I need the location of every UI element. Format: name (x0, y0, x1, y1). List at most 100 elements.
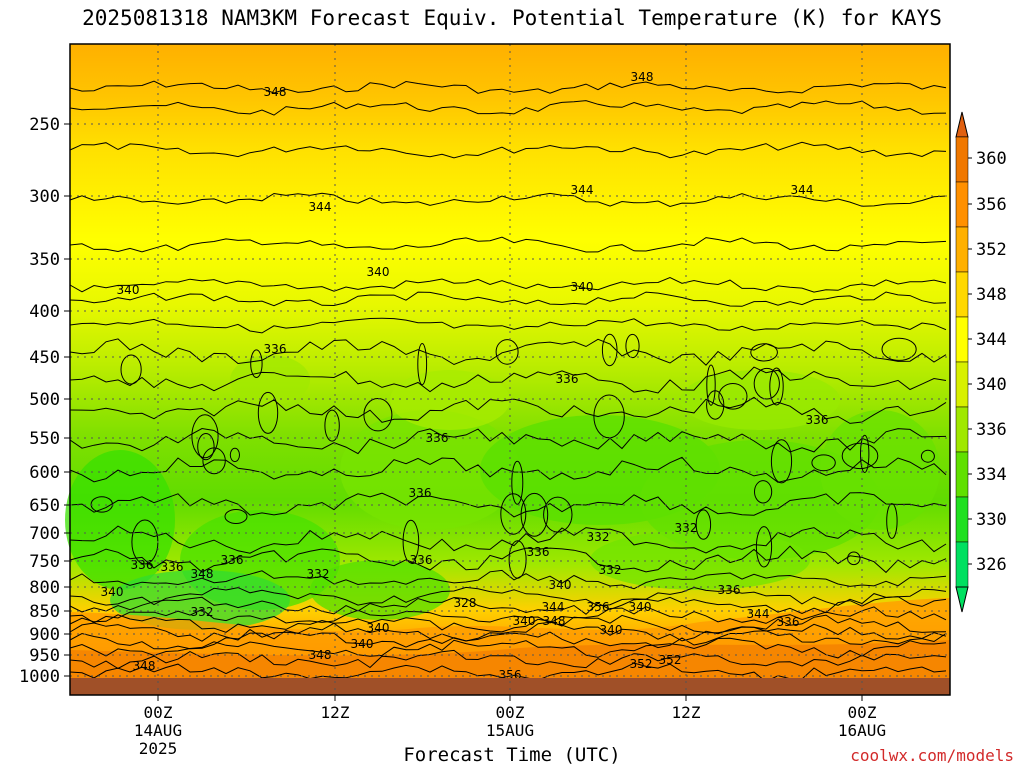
y-tick-label: 850 (29, 602, 60, 622)
contour-line (69, 545, 947, 574)
y-tick-label: 500 (29, 390, 60, 410)
contour-cell (229, 447, 240, 463)
contour-line (69, 525, 947, 554)
contour-cell (197, 433, 215, 461)
colorbar-label: 334 (976, 465, 1007, 485)
contour-cell (202, 447, 226, 475)
contour-cell (706, 390, 725, 420)
y-tick-label: 550 (29, 429, 60, 449)
contour-line (69, 606, 947, 624)
contour-label: 344 (309, 200, 332, 214)
contour-line (69, 338, 947, 366)
y-tick-label: 900 (29, 625, 60, 645)
y-axis: 250 300 350 400 450 500 550 600 650 700 750 800 850 9… (19, 115, 70, 687)
colorbar-segment (955, 361, 969, 408)
contour-label: 340 (629, 600, 652, 614)
contour-line (69, 621, 947, 642)
y-tick-label: 700 (29, 524, 60, 544)
colorbar-label: 360 (976, 149, 1007, 169)
contour-cell (881, 337, 917, 361)
contour-line (69, 614, 947, 634)
contour-cell (250, 349, 263, 379)
y-tick-label: 450 (29, 348, 60, 368)
y-tick-label: 1000 (19, 667, 60, 687)
contour-cell (402, 519, 420, 564)
y-tick-label: 600 (29, 463, 60, 483)
field-patch (390, 370, 510, 430)
colorbar-segment (955, 136, 969, 183)
colorbar-segment (955, 496, 969, 543)
y-tick-label: 800 (29, 578, 60, 598)
contour-label: 348 (133, 659, 156, 673)
field-patch (230, 355, 310, 405)
contour-label: 340 (117, 283, 140, 297)
contour-label: 336 (264, 342, 287, 356)
x-tick-label: 12Z (672, 703, 701, 722)
contour-cell (495, 339, 519, 365)
field-patch (820, 410, 940, 530)
colorbar-top-arrow (955, 111, 969, 138)
contour-line (69, 456, 947, 483)
contour-cell (860, 434, 870, 473)
contour-cell (90, 496, 114, 513)
field-patch (590, 530, 810, 590)
colorbar-label: 330 (976, 510, 1007, 530)
x-tick-label: 2025 (139, 739, 178, 758)
contour-line (69, 649, 947, 670)
contour-label: 336 (806, 413, 829, 427)
contour-line (69, 236, 947, 253)
x-tick-label: 15AUG (486, 721, 534, 740)
contour-cell (543, 496, 573, 533)
y-tick-label: 250 (29, 115, 60, 135)
contour-label: 352 (659, 653, 682, 667)
y-tick-label: 750 (29, 552, 60, 572)
credit-text: coolwx.com/models (850, 746, 1014, 765)
contour-label: 340 (600, 623, 623, 637)
contour-line (69, 396, 947, 424)
colorbar-segment (955, 451, 969, 498)
contour-line (69, 141, 947, 159)
x-tick-label: 12Z (321, 703, 350, 722)
y-tick-label: 350 (29, 250, 60, 270)
contour-cell (847, 551, 861, 566)
contour-cell (886, 503, 898, 539)
y-tick-label: 300 (29, 187, 60, 207)
contour-cell (511, 460, 524, 505)
colorbar-segment (955, 181, 969, 228)
contour-label: 336 (131, 558, 154, 572)
contour-line (69, 586, 947, 607)
contour-line (69, 366, 947, 394)
contour-line (69, 317, 947, 334)
contour-label: 336 (527, 545, 550, 559)
y-tick-label: 950 (29, 646, 60, 666)
contour-label: 336 (556, 372, 579, 386)
contour-cell (753, 367, 780, 400)
contour-cell (755, 526, 773, 568)
contour-cell (754, 480, 773, 504)
contour-cell (706, 364, 716, 406)
contour-cell (769, 367, 784, 406)
x-tick-label: 14AUG (134, 721, 182, 740)
contour-cell (520, 492, 549, 537)
contour-label: 340 (367, 621, 390, 635)
x-tick-label: 00Z (496, 703, 525, 722)
contour-cell (625, 333, 640, 359)
contour-label: 356 (587, 600, 610, 614)
contour-label: 332 (599, 563, 622, 577)
colorbar-segment (955, 316, 969, 363)
contour-line (69, 192, 947, 208)
contour-line (69, 492, 947, 518)
contour-label: 340 (101, 585, 124, 599)
contour-cell (601, 333, 618, 367)
contour-label: 336 (161, 560, 184, 574)
contour-label: 336 (718, 583, 741, 597)
contour-label: 348 (631, 70, 654, 84)
contour-cell (695, 509, 712, 540)
contour-line (69, 100, 947, 116)
colorbar-label: 352 (976, 240, 1007, 260)
colorbar-label: 340 (976, 375, 1007, 395)
contour-label: 348 (309, 648, 332, 662)
colorbar-label: 326 (976, 555, 1007, 575)
